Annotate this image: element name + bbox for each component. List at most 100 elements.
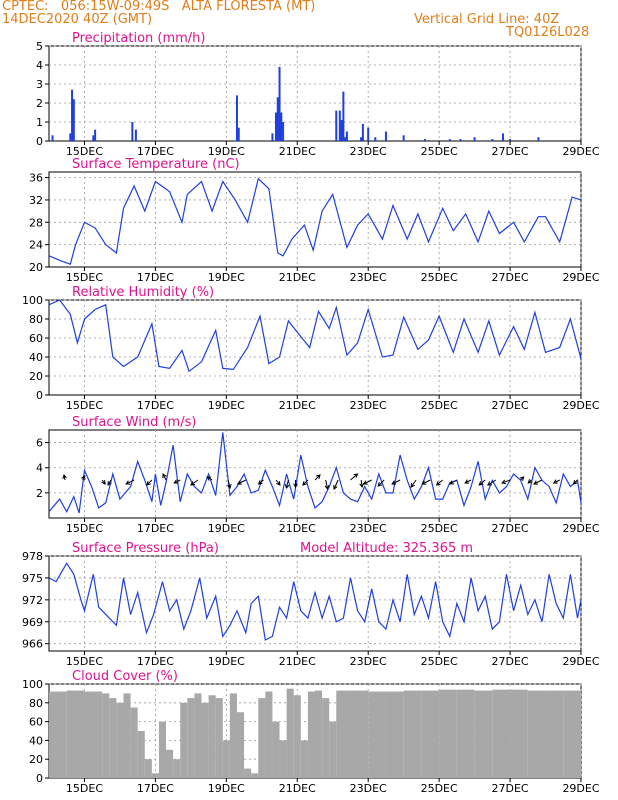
cloud-bar — [180, 702, 188, 778]
y-tick-label: 6 — [36, 437, 43, 450]
wind-vector-head — [173, 479, 179, 484]
wind-vector — [125, 479, 135, 485]
cloud-bar — [563, 690, 581, 778]
precip-bar — [491, 139, 494, 141]
precip-bar — [280, 112, 283, 141]
wind-vector-head — [552, 479, 558, 484]
y-tick-label: 972 — [22, 594, 43, 607]
x-tick-label: 23DEC — [350, 782, 387, 795]
cloud-bar — [336, 690, 351, 778]
cloud-bar — [201, 702, 209, 778]
wind-vector — [293, 480, 298, 489]
x-tick-label: 17DEC — [137, 271, 174, 284]
precip-bar — [69, 133, 72, 141]
x-tick-label: 27DEC — [492, 145, 529, 158]
y-tick-label: 978 — [22, 550, 43, 563]
cloud-bar — [350, 690, 369, 778]
panel-title: Surface Pressure (hPa) — [72, 541, 219, 556]
x-tick-label: 29DEC — [562, 782, 599, 795]
wind-vector-head — [353, 473, 359, 478]
precip-bar — [237, 127, 240, 141]
cloud-bar — [265, 691, 273, 778]
x-tick-label: 21DEC — [279, 271, 316, 284]
cloud-bar — [527, 690, 546, 778]
wind-vector-head — [421, 480, 427, 485]
y-tick-label: 60 — [29, 332, 43, 345]
cloud-bar — [194, 693, 202, 778]
cloud-bar — [510, 689, 528, 778]
cloud-bar — [84, 691, 103, 778]
x-tick-label: 21DEC — [279, 655, 316, 668]
wind-vector-head — [464, 479, 470, 484]
x-tick-label: 19DEC — [208, 522, 245, 535]
panel-6 — [45, 683, 582, 782]
cloud-bar — [109, 698, 117, 778]
cloud-bar — [403, 690, 422, 778]
wind-vector — [435, 479, 444, 486]
wind-vector — [236, 479, 247, 485]
wind-vector — [302, 479, 309, 486]
precip-bar — [94, 129, 97, 141]
wind-vector-head — [190, 481, 195, 486]
panel-frame — [48, 45, 582, 142]
wind-vector — [377, 479, 385, 487]
x-tick-label: 29DEC — [562, 271, 599, 284]
cloud-bar — [173, 759, 181, 778]
panel-frame — [48, 429, 582, 519]
panel-frame — [48, 171, 582, 268]
wind-vector-head — [316, 474, 321, 479]
cloud-bar — [144, 759, 152, 778]
wind-vector-shaft — [377, 479, 385, 487]
wind-vector-shaft — [162, 473, 167, 481]
y-tick-label: 1 — [36, 116, 43, 129]
cloud-bar — [286, 688, 294, 778]
wind-vector-head — [324, 485, 330, 491]
wind-vector — [284, 479, 290, 490]
y-tick-label: 100 — [22, 678, 43, 691]
panel-4 — [45, 429, 582, 522]
wind-vector-head — [519, 476, 525, 481]
wind-vector — [333, 479, 339, 490]
panel-frame — [48, 299, 582, 396]
wind-vector — [410, 479, 417, 488]
header-station: CPTEC: 056:15W-09:49S ALTA FLORESTA (MT) — [2, 0, 316, 14]
x-tick-label: 15DEC — [66, 655, 103, 668]
panel-title: Relative Humidity (%) — [72, 285, 214, 300]
y-tick-label: 24 — [29, 239, 43, 252]
wind-vector-head — [448, 480, 454, 485]
precip-bar — [473, 137, 476, 141]
precip-bar — [537, 137, 540, 141]
wind-vector — [324, 479, 330, 491]
precip-bar — [402, 135, 405, 141]
wind-vector-head — [377, 482, 383, 487]
precip-bar — [72, 99, 75, 141]
x-tick-label: 15DEC — [66, 271, 103, 284]
y-tick-label: 80 — [29, 697, 43, 710]
y-tick-label: 4 — [36, 59, 43, 72]
wind-vector — [448, 479, 458, 485]
cloud-bar — [307, 691, 315, 778]
precip-bar — [92, 135, 95, 141]
wind-vector-head — [359, 483, 364, 489]
wind-vector-shaft — [501, 479, 511, 484]
x-tick-label: 23DEC — [350, 399, 387, 412]
x-tick-label: 29DEC — [562, 399, 599, 412]
wind-vector — [257, 479, 264, 485]
wind-vector — [275, 479, 281, 486]
x-tick-label: 17DEC — [137, 522, 174, 535]
cloud-bar — [166, 749, 174, 778]
y-tick-label: 40 — [29, 734, 43, 747]
y-tick-label: 5 — [36, 40, 43, 53]
x-tick-label: 25DEC — [421, 145, 458, 158]
wind-vector — [359, 479, 364, 489]
panel-3 — [45, 299, 582, 399]
precip-bar — [131, 122, 134, 141]
x-tick-label: 17DEC — [137, 145, 174, 158]
x-tick-label: 27DEC — [492, 271, 529, 284]
cloud-bar — [187, 698, 195, 778]
wind-vector-shaft — [227, 479, 231, 489]
y-tick-label: 2 — [36, 97, 43, 110]
cloud-bar — [130, 707, 138, 778]
cloud-bar — [545, 690, 564, 778]
